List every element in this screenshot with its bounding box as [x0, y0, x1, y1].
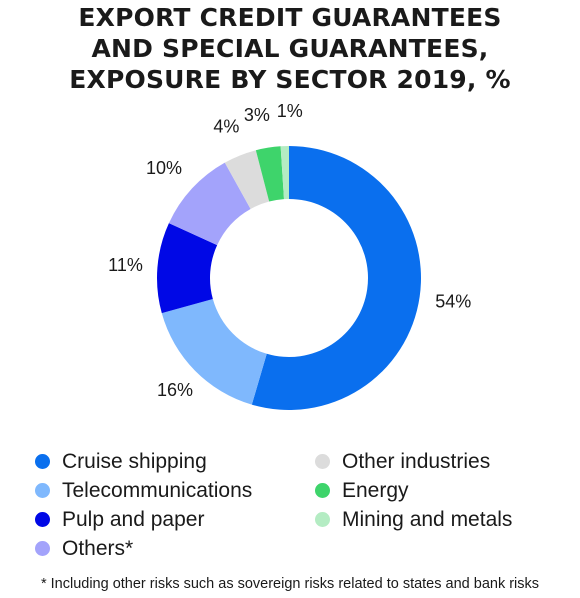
legend-label: Others* — [62, 537, 134, 560]
legend-swatch — [315, 454, 330, 469]
data-label-mining-and-metals: 1% — [277, 101, 303, 121]
legend-swatch — [35, 512, 50, 527]
chart-title-line-3: EXPOSURE BY SECTOR 2019, % — [69, 65, 511, 94]
legend-label: Mining and metals — [342, 508, 513, 531]
legend-swatch — [315, 512, 330, 527]
legend-item-other-industries: Other industries — [315, 447, 512, 476]
legend-swatch — [315, 483, 330, 498]
legend-item-cruise-shipping: Cruise shipping — [35, 447, 252, 476]
legend-label: Telecommunications — [62, 479, 253, 502]
donut-slice-mining-and-metals — [280, 146, 289, 200]
data-label-energy: 3% — [244, 105, 270, 125]
data-label-others: 10% — [146, 158, 182, 178]
chart-title: EXPORT CREDIT GUARANTEES AND SPECIAL GUA… — [0, 2, 580, 95]
legend-label: Pulp and paper — [62, 508, 205, 531]
donut-slice-cruise-shipping — [251, 146, 422, 411]
donut-slice-others — [168, 162, 251, 246]
data-label-other-industries: 4% — [213, 117, 239, 137]
donut-slice-other-industries — [224, 150, 270, 209]
footnote: * Including other risks such as sovereig… — [40, 576, 540, 592]
chart-title-line-2: AND SPECIAL GUARANTEES, — [91, 34, 489, 63]
chart-title-line-1: EXPORT CREDIT GUARANTEES — [78, 3, 502, 32]
legend-label: Other industries — [342, 450, 491, 473]
legend-item-others: Others* — [35, 534, 252, 563]
legend-swatch — [35, 454, 50, 469]
legend-column-2: Other industries Energy Mining and metal… — [315, 447, 512, 534]
data-label-telecommunications: 16% — [157, 380, 193, 400]
data-label-pulp-and-paper: 11% — [108, 255, 143, 275]
legend-swatch — [35, 483, 50, 498]
legend-item-pulp-and-paper: Pulp and paper — [35, 505, 252, 534]
donut-slice-telecommunications — [161, 299, 267, 405]
legend-item-mining-and-metals: Mining and metals — [315, 505, 512, 534]
donut-slice-energy — [255, 146, 284, 202]
legend-swatch — [35, 541, 50, 556]
legend-item-energy: Energy — [315, 476, 512, 505]
legend-label: Cruise shipping — [62, 450, 207, 473]
legend-item-telecommunications: Telecommunications — [35, 476, 252, 505]
data-label-cruise-shipping: 54% — [435, 292, 471, 312]
donut-slice-pulp-and-paper — [157, 223, 218, 314]
legend-column-1: Cruise shipping Telecommunications Pulp … — [35, 447, 252, 563]
legend-label: Energy — [342, 479, 409, 502]
